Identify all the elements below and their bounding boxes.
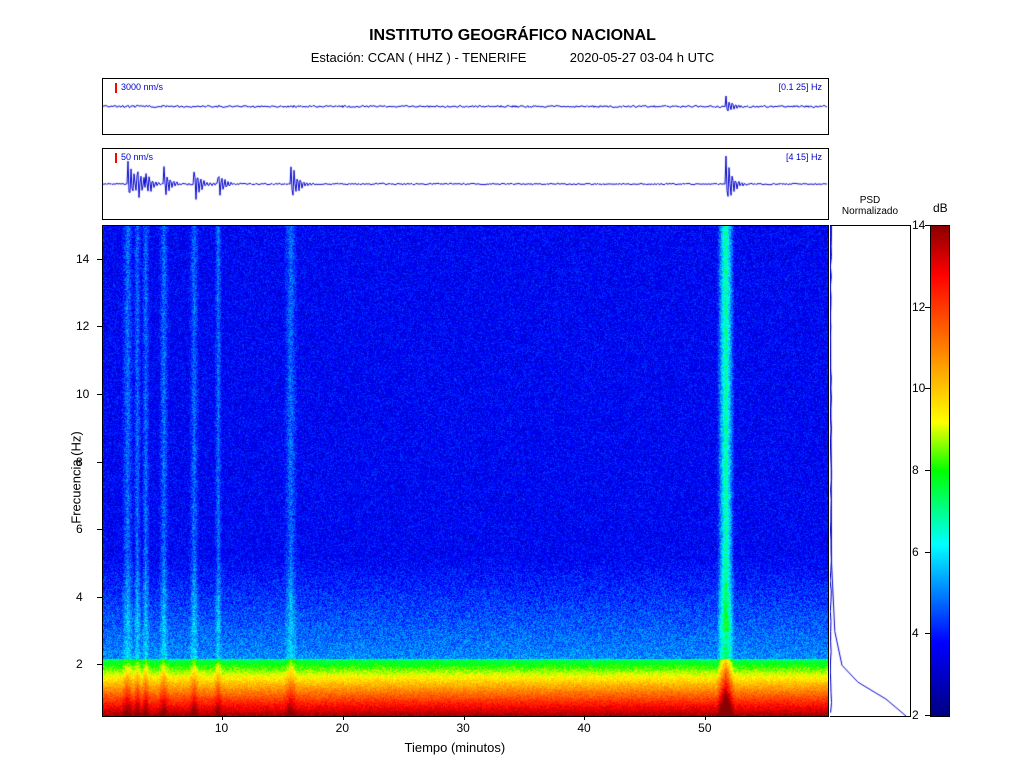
waveform-panel-1: 3000 nm/s [0.1 25] Hz bbox=[102, 78, 829, 135]
x-tick: 30 bbox=[457, 721, 470, 735]
x-tick: 40 bbox=[577, 721, 590, 735]
colorbar-tick: 6 bbox=[912, 545, 919, 559]
y-tick: 12 bbox=[76, 319, 89, 333]
psd-curve bbox=[830, 226, 910, 716]
y-tick: 10 bbox=[76, 387, 89, 401]
x-tick: 10 bbox=[215, 721, 228, 735]
y-tick: 4 bbox=[76, 590, 83, 604]
waveform-trace-2 bbox=[103, 149, 828, 219]
x-axis-label: Tiempo (minutos) bbox=[405, 740, 506, 755]
y-tick: 6 bbox=[76, 522, 83, 536]
panel1-scale-label: 3000 nm/s bbox=[121, 82, 163, 92]
x-tick: 50 bbox=[698, 721, 711, 735]
colorbar-tick: 2 bbox=[912, 708, 919, 722]
colorbar-tick: 10 bbox=[912, 381, 925, 395]
psd-title: PSDNormalizado bbox=[830, 195, 910, 217]
y-axis-label: Frecuencia (Hz) bbox=[69, 431, 84, 523]
colorbar bbox=[930, 225, 950, 717]
colorbar-tick: 8 bbox=[912, 463, 919, 477]
colorbar-title: dB bbox=[933, 201, 948, 215]
subtitle: Estación: CCAN ( HHZ ) - TENERIFE 2020-0… bbox=[311, 50, 715, 65]
spectrogram-canvas bbox=[103, 226, 828, 716]
main-title: INSTITUTO GEOGRÁFICO NACIONAL bbox=[369, 27, 656, 45]
waveform-trace-1 bbox=[103, 79, 828, 134]
figure-container: INSTITUTO GEOGRÁFICO NACIONAL Estación: … bbox=[0, 0, 1025, 768]
panel2-scale-label: 50 nm/s bbox=[121, 152, 153, 162]
panel2-scale-marker bbox=[115, 153, 117, 163]
colorbar-tick: 4 bbox=[912, 626, 919, 640]
psd-panel bbox=[830, 225, 911, 717]
x-tick: 20 bbox=[336, 721, 349, 735]
colorbar-tick: 12 bbox=[912, 300, 925, 314]
panel1-scale-marker bbox=[115, 83, 117, 93]
y-tick: 14 bbox=[76, 252, 89, 266]
colorbar-tick: 14 bbox=[912, 218, 925, 232]
y-tick: 2 bbox=[76, 657, 83, 671]
waveform-panel-2: 50 nm/s [4 15] Hz bbox=[102, 148, 829, 220]
panel1-filter-label: [0.1 25] Hz bbox=[778, 82, 822, 92]
panel2-filter-label: [4 15] Hz bbox=[786, 152, 822, 162]
spectrogram-panel bbox=[102, 225, 829, 717]
